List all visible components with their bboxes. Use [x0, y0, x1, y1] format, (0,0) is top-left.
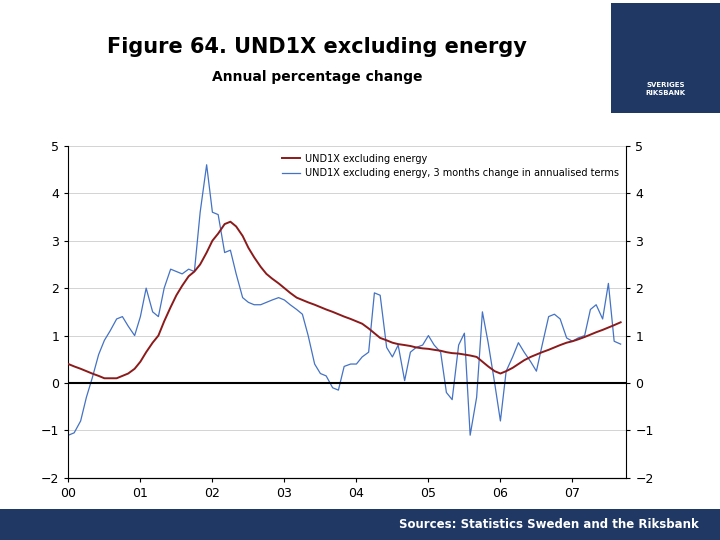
Text: Annual percentage change: Annual percentage change — [212, 70, 422, 84]
Text: SVERIGES
RIKSBANK: SVERIGES RIKSBANK — [645, 82, 685, 96]
Text: Figure 64. UND1X excluding energy: Figure 64. UND1X excluding energy — [107, 37, 527, 57]
Text: Sources: Statistics Sweden and the Riksbank: Sources: Statistics Sweden and the Riksb… — [399, 518, 698, 531]
Legend: UND1X excluding energy, UND1X excluding energy, 3 months change in annualised te: UND1X excluding energy, UND1X excluding … — [279, 151, 621, 181]
